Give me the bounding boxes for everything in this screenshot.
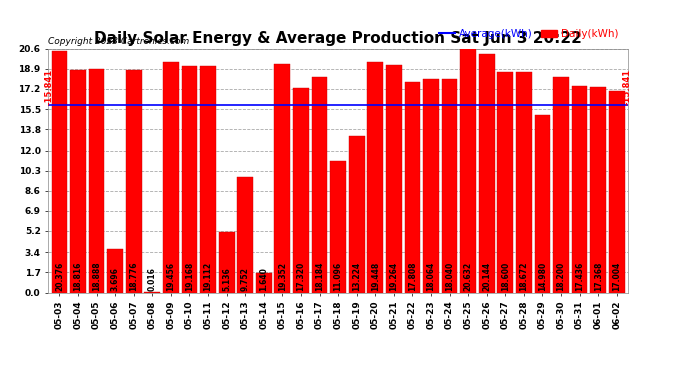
- Title: Daily Solar Energy & Average Production Sat Jun 3 20:22: Daily Solar Energy & Average Production …: [94, 31, 582, 46]
- Text: 19.448: 19.448: [371, 262, 380, 291]
- Text: -15.841: -15.841: [45, 69, 54, 105]
- Text: 13.224: 13.224: [352, 262, 361, 291]
- Text: 18.040: 18.040: [445, 262, 454, 291]
- Text: 14.980: 14.980: [538, 262, 547, 291]
- Text: 3.696: 3.696: [110, 267, 119, 291]
- Text: 19.456: 19.456: [166, 262, 175, 291]
- Text: 19.264: 19.264: [389, 262, 398, 291]
- Text: 1.640: 1.640: [259, 267, 268, 291]
- Text: 18.672: 18.672: [520, 262, 529, 291]
- Text: 18.184: 18.184: [315, 262, 324, 291]
- Text: -15.841: -15.841: [622, 69, 631, 105]
- Text: 0.016: 0.016: [148, 267, 157, 291]
- Text: 18.816: 18.816: [74, 262, 83, 291]
- Text: 19.112: 19.112: [204, 262, 213, 291]
- Text: 18.776: 18.776: [129, 262, 138, 291]
- Bar: [163, 62, 179, 292]
- Bar: [237, 177, 253, 292]
- Bar: [572, 86, 587, 292]
- Bar: [200, 66, 216, 292]
- Text: 17.368: 17.368: [593, 262, 602, 291]
- Bar: [70, 70, 86, 292]
- Text: Copyright 2023 Cartronics.com: Copyright 2023 Cartronics.com: [48, 38, 190, 46]
- Text: 11.096: 11.096: [333, 262, 343, 291]
- Bar: [479, 54, 495, 292]
- Text: 17.808: 17.808: [408, 262, 417, 291]
- Text: 19.168: 19.168: [185, 262, 194, 291]
- Bar: [590, 87, 606, 292]
- Bar: [52, 51, 68, 292]
- Text: 9.752: 9.752: [241, 267, 250, 291]
- Bar: [442, 79, 457, 292]
- Text: 5.136: 5.136: [222, 268, 231, 291]
- Bar: [107, 249, 123, 292]
- Bar: [89, 69, 104, 292]
- Bar: [609, 91, 624, 292]
- Text: 17.004: 17.004: [612, 262, 621, 291]
- Bar: [126, 70, 141, 292]
- Text: 18.064: 18.064: [426, 262, 435, 291]
- Bar: [348, 136, 364, 292]
- Bar: [256, 273, 272, 292]
- Bar: [367, 62, 383, 292]
- Bar: [386, 64, 402, 292]
- Bar: [219, 232, 235, 292]
- Bar: [553, 77, 569, 292]
- Text: 20.144: 20.144: [482, 262, 491, 291]
- Text: 17.320: 17.320: [297, 262, 306, 291]
- Bar: [516, 72, 532, 292]
- Text: 18.888: 18.888: [92, 262, 101, 291]
- Bar: [275, 63, 290, 292]
- Bar: [404, 82, 420, 292]
- Text: 20.632: 20.632: [464, 262, 473, 291]
- Bar: [312, 77, 328, 292]
- Text: 17.436: 17.436: [575, 262, 584, 291]
- Text: 18.200: 18.200: [557, 262, 566, 291]
- Bar: [497, 72, 513, 292]
- Text: 18.600: 18.600: [501, 262, 510, 291]
- Bar: [181, 66, 197, 292]
- Bar: [460, 48, 476, 292]
- Text: 20.376: 20.376: [55, 262, 64, 291]
- Bar: [293, 87, 309, 292]
- Text: 19.352: 19.352: [278, 262, 287, 291]
- Bar: [535, 115, 551, 292]
- Legend: Average(kWh), Daily(kWh): Average(kWh), Daily(kWh): [435, 25, 622, 43]
- Bar: [423, 79, 439, 292]
- Bar: [331, 161, 346, 292]
